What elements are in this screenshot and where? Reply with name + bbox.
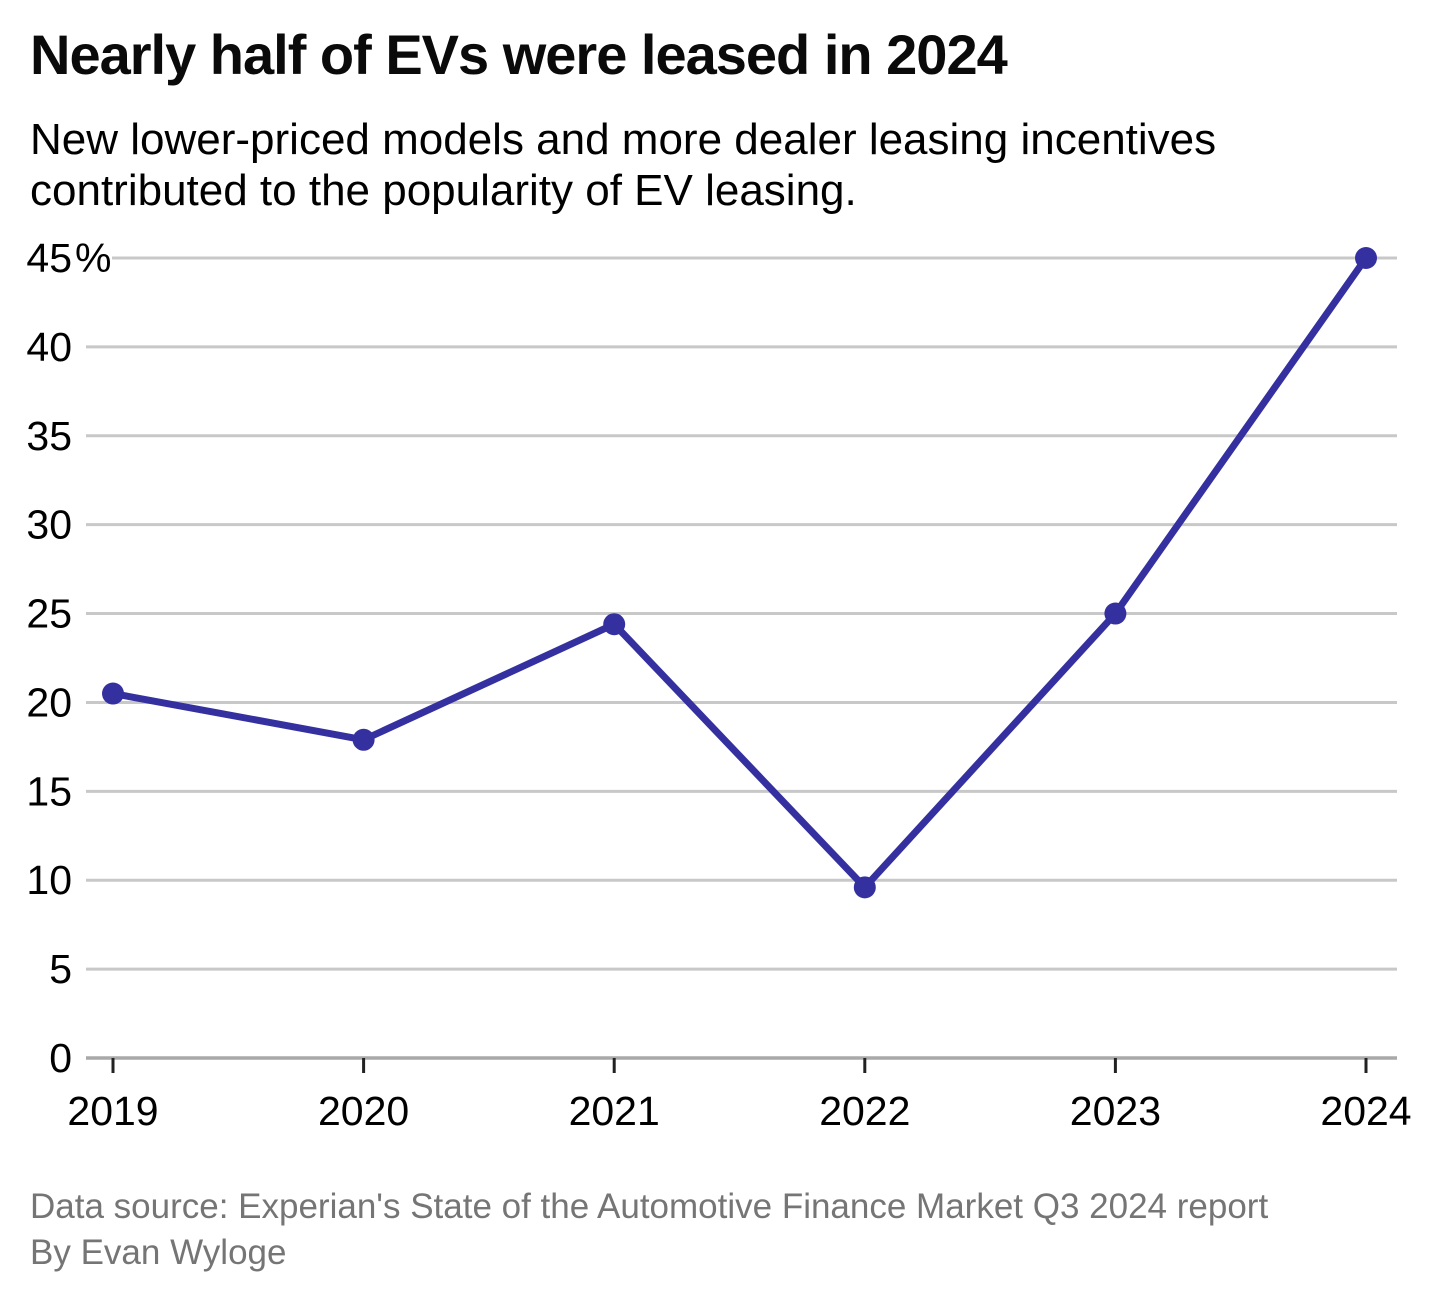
chart-footer: Data source: Experian's State of the Aut…: [30, 1184, 1268, 1275]
y-tick-label: 30: [26, 502, 72, 548]
data-point: [102, 682, 124, 705]
x-tick-label: 2022: [819, 1088, 910, 1134]
line-chart: 45 %40 35 30 25 20 15 10 5 0 2019 2020 2021 2022 2023 2…: [26, 235, 1411, 1134]
x-tick-label: 2024: [1320, 1088, 1411, 1134]
y-tick-label: 40: [26, 324, 72, 370]
byline: By Evan Wyloge: [30, 1232, 287, 1272]
data-source: Data source: Experian's State of the Aut…: [30, 1187, 1269, 1226]
y-tick-label: 45: [26, 235, 72, 281]
data-line: [109, 254, 1370, 891]
data-point: [853, 876, 876, 899]
y-tick-label: 20: [26, 679, 72, 725]
x-tick-label: 2019: [67, 1088, 158, 1134]
y-tick-label: 0: [49, 1035, 72, 1081]
y-tick-label: 25: [26, 591, 72, 637]
x-tick-label: 2023: [1070, 1088, 1161, 1134]
y-axis-unit-label: %: [75, 235, 111, 281]
data-point: [1104, 602, 1127, 625]
chart-title: Nearly half of EVs were leased in 2024: [30, 23, 1008, 86]
data-point: [352, 728, 375, 751]
data-point: [1355, 247, 1377, 269]
y-tick-label: 35: [26, 413, 72, 459]
y-tick-label: 5: [49, 946, 72, 992]
x-tick-label: 2021: [569, 1088, 660, 1134]
y-tick-label: 15: [26, 768, 72, 814]
chart-subtitle: New lower-priced models and more dealer …: [30, 115, 1217, 216]
x-tick-label: 2020: [318, 1088, 409, 1134]
data-point: [603, 613, 626, 636]
y-tick-label: 10: [26, 857, 72, 903]
